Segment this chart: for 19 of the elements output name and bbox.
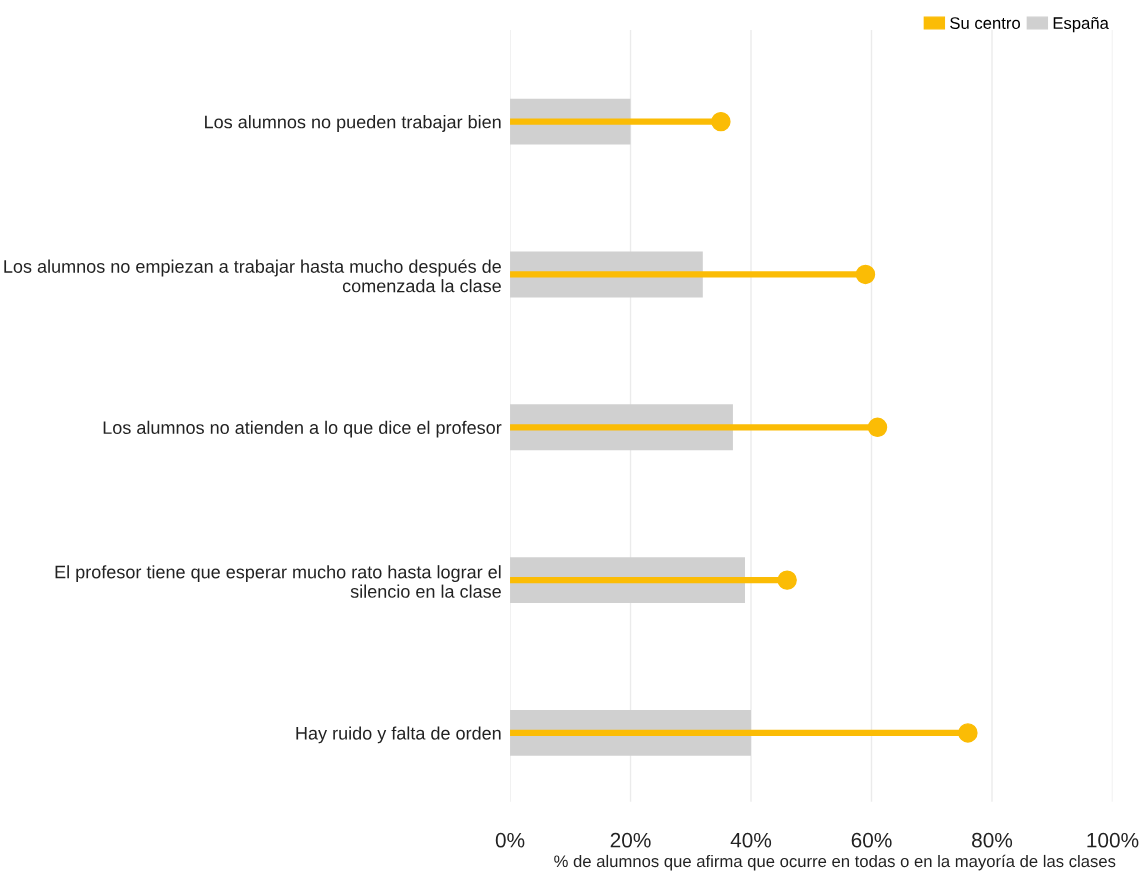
point <box>867 417 888 438</box>
x-axis-title: % de alumnos que afirma que ocurre en todas o en la mayoría de las clases <box>554 854 1116 871</box>
point <box>958 723 978 743</box>
x-tick-label: 20% <box>610 832 651 848</box>
y-tick-label: El profesor tiene que esperar mucho rato hasta lograr el silencio en la clase <box>55 565 501 598</box>
x-tick-label: 0% <box>495 832 525 848</box>
y-tick-label: Los alumnos no empiezan a trabajar hasta mucho después de comenzada la clase <box>4 259 501 293</box>
legend-label: España <box>1053 16 1109 33</box>
point <box>711 111 731 132</box>
legend-label: Su centro <box>950 17 1020 29</box>
point <box>777 570 797 590</box>
y-tick-label: Hay ruido y falta de orden <box>296 726 501 744</box>
x-tick-label: 100% <box>1087 832 1139 848</box>
x-tick-label: 40% <box>730 832 772 848</box>
point <box>855 264 876 285</box>
x-tick-label: 80% <box>972 832 1013 848</box>
x-tick-label: 60% <box>851 832 892 848</box>
y-tick-label: Los alumnos no pueden trabajar bien <box>205 115 501 132</box>
y-tick-label: Los alumnos no atienden a lo que dice el profesor <box>103 420 502 438</box>
